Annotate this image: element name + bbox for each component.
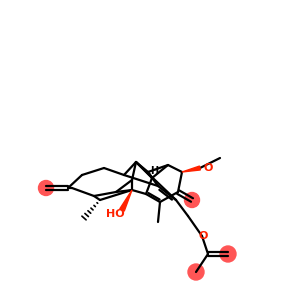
Circle shape xyxy=(220,246,236,262)
Text: H: H xyxy=(150,166,158,176)
Circle shape xyxy=(184,193,200,208)
Polygon shape xyxy=(120,190,132,211)
Text: O: O xyxy=(198,231,208,241)
Text: O: O xyxy=(203,163,212,173)
Circle shape xyxy=(38,181,53,196)
Polygon shape xyxy=(182,166,200,172)
Circle shape xyxy=(188,264,204,280)
Text: HO: HO xyxy=(106,209,124,219)
